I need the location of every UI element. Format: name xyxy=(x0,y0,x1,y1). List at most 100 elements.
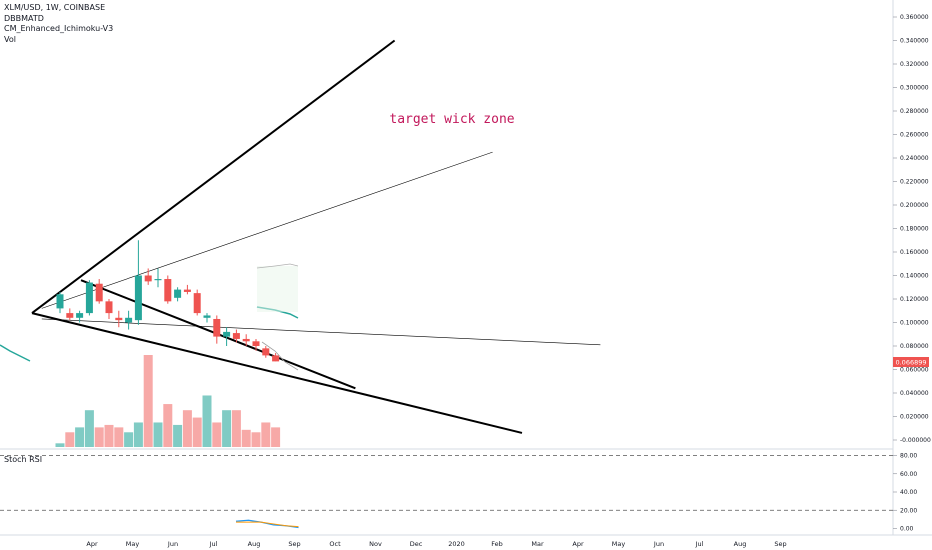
time-tick-label: Jul xyxy=(209,540,218,548)
candle-body xyxy=(56,294,64,309)
volume-bar xyxy=(222,410,232,447)
time-tick-label: Apr xyxy=(86,540,98,548)
time-tick-label: 2020 xyxy=(448,540,465,548)
time-tick-label: May xyxy=(126,540,140,548)
candle-body xyxy=(174,289,182,298)
time-tick-label: Sep xyxy=(288,540,300,548)
price-tag-background xyxy=(893,357,929,367)
price-tick-label: 0.120000 xyxy=(900,296,929,303)
time-tick-label: Aug xyxy=(734,540,747,548)
price-tick-label: 0.240000 xyxy=(900,155,929,162)
candle-body xyxy=(203,315,211,318)
time-tick-label: Jun xyxy=(167,540,178,548)
symbol-label[interactable]: XLM/USD, 1W, COINBASE xyxy=(4,3,106,12)
stoch-k-line xyxy=(235,519,299,529)
candle-body xyxy=(85,282,93,314)
price-tick-label: 0.160000 xyxy=(900,249,929,256)
indicator-ichimoku-label[interactable]: CM_Enhanced_Ichimoku-V3 xyxy=(4,24,114,33)
volume-bar xyxy=(271,427,281,447)
volume-bar xyxy=(133,422,143,447)
current-price-label: 0.066899 xyxy=(895,359,926,367)
candle-body xyxy=(193,293,201,314)
volume-bar xyxy=(163,404,173,447)
price-tick-label: 0.040000 xyxy=(900,390,929,397)
volume-bar xyxy=(104,424,114,447)
chart-legend[interactable]: XLM/USD, 1W, COINBASE DBBMATD CM_Enhance… xyxy=(4,3,113,45)
stoch-tick-label: 60.00 xyxy=(900,471,917,478)
volume-bar xyxy=(241,429,251,447)
time-tick-label: Apr xyxy=(572,540,584,548)
volume-bar xyxy=(84,410,94,447)
volume-bar xyxy=(114,427,124,447)
indicator-overlays xyxy=(0,263,299,371)
stoch-rsi-pane xyxy=(0,455,893,529)
indicator-volume-label[interactable]: Vol xyxy=(4,34,16,44)
time-axis[interactable]: Apr May Jun Jul Aug Sep Oct Nov Dec 2020 Feb Mar Apr… xyxy=(86,540,786,548)
stoch-axis[interactable]: 80.00 60.00 40.00 20.00 0.00 xyxy=(893,453,917,533)
time-tick-label: Mar xyxy=(531,540,544,548)
price-tick-label: 0.060000 xyxy=(900,367,929,374)
time-tick-label: Nov xyxy=(369,540,382,548)
stoch-d-line xyxy=(236,521,299,528)
time-tick-label: Jun xyxy=(653,540,664,548)
current-price-tag: 0.066899 xyxy=(893,357,929,367)
stoch-tick-label: 80.00 xyxy=(900,453,917,460)
candle-body xyxy=(213,318,221,337)
trendline xyxy=(41,151,493,309)
volume-bar xyxy=(75,427,85,447)
candle-body xyxy=(183,289,191,292)
time-tick-label: Jul xyxy=(695,540,704,548)
trendline xyxy=(31,312,523,434)
volume-bar xyxy=(192,417,202,447)
volume-bar xyxy=(153,422,163,447)
price-axis[interactable]: 0.360000 0.340000 0.320000 0.300000 0.280000… xyxy=(893,14,931,444)
price-tick-label: 0.020000 xyxy=(900,414,929,421)
candle-body xyxy=(262,348,270,356)
volume-bar xyxy=(65,432,75,447)
time-tick-label: Aug xyxy=(248,540,261,548)
volume-bar xyxy=(261,422,271,447)
candle-body xyxy=(144,275,152,282)
price-tick-label: 0.300000 xyxy=(900,85,929,92)
volume-bar xyxy=(143,355,153,447)
stoch-tick-label: 0.00 xyxy=(900,526,914,533)
price-tick-label: 0.140000 xyxy=(900,273,929,280)
stoch-tick-label: 20.00 xyxy=(900,507,917,514)
candle-body xyxy=(115,317,123,321)
price-tick-label: 0.280000 xyxy=(900,108,929,115)
candle-body xyxy=(66,313,74,318)
candle-body xyxy=(242,338,250,342)
candle-body xyxy=(232,333,240,339)
trendline xyxy=(31,39,396,314)
grid-lines xyxy=(0,0,932,536)
volume-bar xyxy=(94,427,104,447)
volume-bar xyxy=(182,410,192,447)
annotation-text[interactable]: target wick zone xyxy=(389,112,514,127)
volume-bar xyxy=(251,432,261,447)
lower-band-line xyxy=(261,341,299,371)
volume-bars xyxy=(55,355,281,447)
trendlines[interactable] xyxy=(31,39,601,434)
price-tick-label: 0.100000 xyxy=(900,320,929,327)
stoch-rsi-title[interactable]: Stoch RSI xyxy=(4,455,43,464)
price-tick-label: 0.180000 xyxy=(900,226,929,233)
candle-body xyxy=(154,279,162,281)
candle-body xyxy=(76,313,84,318)
indicator-dbbmatd-label[interactable]: DBBMATD xyxy=(4,13,44,23)
stoch-tick-label: 40.00 xyxy=(900,489,917,496)
price-tick-label: 0.260000 xyxy=(900,132,929,139)
ichimoku-cloud-edge xyxy=(256,263,299,269)
candle-body xyxy=(252,341,260,346)
candlestick-series xyxy=(56,240,280,362)
candle-body xyxy=(125,317,133,323)
price-tick-label: 0.320000 xyxy=(900,61,929,68)
trendline xyxy=(41,318,601,346)
volume-bar xyxy=(202,395,212,447)
candle-body xyxy=(134,275,142,321)
candle-body xyxy=(223,331,231,337)
candle-body xyxy=(164,279,172,302)
ichimoku-cloud xyxy=(257,266,298,312)
candle-body xyxy=(105,301,113,314)
volume-bar xyxy=(173,424,183,447)
